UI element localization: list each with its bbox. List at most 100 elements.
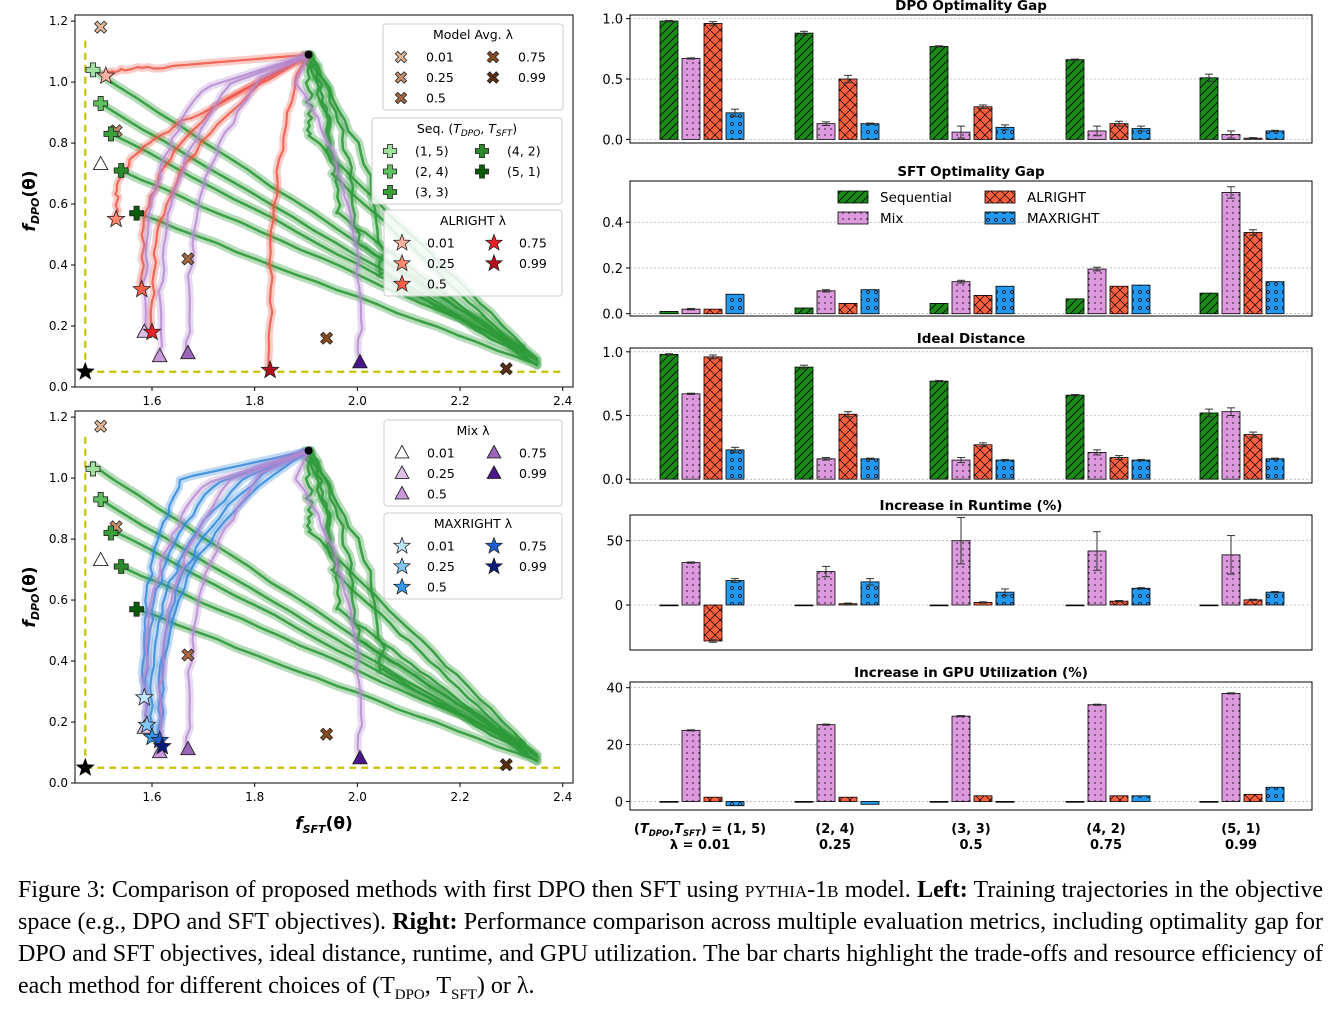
x-marker (486, 71, 500, 84)
y-tick-label: 0.4 (49, 258, 68, 272)
legend-swatch-hatch (985, 191, 1015, 203)
x-marker (181, 252, 195, 266)
bar-hatch-maxright (726, 580, 744, 605)
bar-hatch-maxright (1266, 787, 1284, 802)
star-marker (134, 687, 154, 706)
sequential-trajectory (308, 53, 539, 367)
legend-title-part: DPO (461, 129, 480, 139)
group-label-top: (2, 4) (815, 822, 854, 837)
triangle-marker (92, 155, 109, 171)
group-label-part: SFT (683, 829, 702, 839)
legend-entry-label: 0.25 (427, 466, 455, 481)
x-marker (320, 331, 334, 345)
star-marker (106, 209, 126, 228)
star-marker (392, 536, 412, 554)
bar-hatch-alright (704, 605, 722, 641)
plus-marker (113, 559, 129, 574)
sequential-trajectory (109, 528, 523, 748)
bar-hatch-maxright (1266, 130, 1284, 140)
star-marker (484, 253, 504, 272)
y-axis-label-arg: (θ) (20, 170, 40, 197)
bar-hatch-mix (1088, 551, 1106, 605)
legend-entry-label: 0.75 (519, 236, 547, 251)
x-marker (499, 362, 513, 376)
bar-hatch-alright (704, 797, 722, 802)
plus-marker (474, 164, 490, 179)
bar-hatch-alright (1110, 795, 1128, 802)
x-axis-label-sub: SFT (303, 823, 327, 836)
bar-hatch-alright (974, 795, 992, 802)
bar-panel-1: SFT Optimality Gap 0.0 0.2 0.4 Sequential ALR… (602, 164, 1313, 323)
group-label-top: (4, 2) (1086, 822, 1125, 837)
plus-marker (93, 492, 109, 507)
bar-hatch-mix (817, 458, 835, 480)
legend-entry-label: 0.01 (426, 50, 454, 65)
legend-entry-label: (4, 2) (507, 144, 541, 159)
bar-hatch-maxright (1132, 285, 1150, 314)
group-label-bottom: 0.99 (1225, 838, 1257, 853)
bar-hatch-mix (952, 281, 970, 314)
bar-hatch-alright (1244, 599, 1262, 605)
x-marker (394, 50, 408, 64)
star-marker (132, 279, 152, 298)
group-label-bottom: λ = 0.01 (670, 838, 730, 853)
bar-hatch-sequential (660, 21, 678, 140)
bar-hatch-mix (1088, 269, 1106, 314)
legend-entry-label: 0.01 (427, 236, 455, 251)
bar-hatch-sequential (1066, 298, 1084, 314)
bar-hatch-sequential (795, 307, 813, 314)
y-tick-label: 0.4 (602, 216, 623, 231)
x-tick-label: 2.0 (348, 394, 367, 408)
y-tick-label: 0.0 (602, 308, 623, 323)
legend-entry-label: (3, 3) (415, 185, 449, 200)
triangle-marker (394, 444, 410, 459)
figure-caption: Figure 3: Comparison of proposed methods… (18, 874, 1323, 1011)
y-tick-label: 0.2 (602, 262, 623, 277)
bar-hatch-sequential (930, 381, 948, 480)
mix-trajectory (294, 449, 364, 760)
legend-title: Seq. (TDPO, TSFT) (417, 121, 517, 139)
mix-trajectory (184, 449, 310, 750)
y-axis-label-arg: (θ) (20, 566, 40, 593)
bar-hatch-mix (1222, 192, 1240, 314)
bar-panel-2: Ideal Distance 0.0 0.5 1.0 (602, 331, 1313, 488)
triangle-marker (394, 464, 410, 479)
bar-hatch-sequential (930, 303, 948, 314)
y-tick-label: 0.0 (602, 133, 623, 148)
y-tick-label: 0.5 (602, 410, 623, 425)
x-tick-label: 1.8 (245, 394, 264, 408)
x-marker (486, 50, 500, 64)
bar-hatch-alright (1110, 286, 1128, 314)
legend-entry-label: (1, 5) (415, 144, 449, 159)
x-tick-label: 2.0 (348, 790, 367, 804)
bar-hatch-sequential (1066, 59, 1084, 140)
sequential-trajectory (307, 449, 529, 755)
group-label-part: DPO (649, 829, 670, 839)
legend-box (383, 209, 563, 297)
trajectory-plot-top: 0.00.20.40.60.81.01.21.6 1.8 2.0 2.2 2.4fDPO… (20, 14, 574, 408)
plus-marker (382, 164, 398, 179)
plus-marker (113, 163, 129, 178)
bar-hatch-maxright (996, 592, 1014, 605)
bar-panel-title: DPO Optimality Gap (895, 0, 1047, 14)
triangle-marker (486, 444, 502, 459)
bar-hatch-sequential (1200, 412, 1218, 480)
star-marker (484, 536, 504, 554)
y-tick-label: 0.0 (49, 380, 68, 394)
bar-sequential (1065, 801, 1085, 803)
plus-marker (474, 143, 490, 159)
bar-legend-label: MAXRIGHT (1027, 211, 1100, 227)
caption-comma: , T (424, 973, 451, 999)
legend-title: Model Avg. λ (433, 27, 514, 42)
bar-legend: Sequential ALRIGHT Mix MAXRIGHT (837, 190, 1100, 227)
start-point (304, 446, 313, 455)
legend-entry-label: (2, 4) (415, 164, 449, 179)
caption-end: ) or λ. (476, 973, 535, 999)
plus-marker (129, 601, 145, 617)
bar-hatch-mix (1222, 411, 1240, 480)
legend-title: ALRIGHT λ (440, 213, 507, 228)
bar-hatch-mix (682, 730, 700, 802)
plus-marker (93, 96, 109, 111)
mix-trajectory (141, 449, 310, 730)
triangle-marker (486, 464, 502, 479)
